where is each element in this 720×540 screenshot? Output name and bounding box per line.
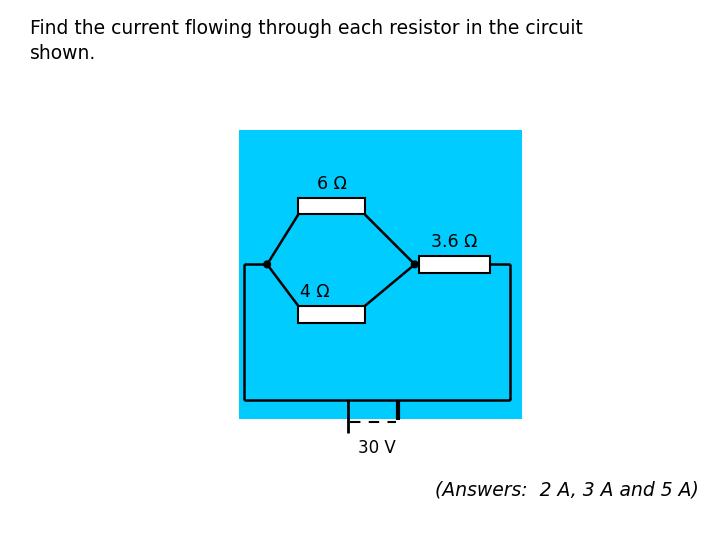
Bar (298, 198, 365, 214)
Text: 3.6 Ω: 3.6 Ω (431, 233, 477, 251)
Text: 6 Ω: 6 Ω (317, 175, 346, 193)
Bar (298, 306, 365, 322)
Bar (239, 130, 522, 419)
Text: Find the current flowing through each resistor in the circuit
shown.: Find the current flowing through each re… (30, 19, 583, 63)
Text: 30 V: 30 V (359, 439, 396, 457)
Circle shape (411, 261, 418, 268)
Bar (419, 256, 490, 273)
Text: 4 Ω: 4 Ω (300, 283, 330, 301)
Circle shape (264, 261, 271, 268)
Text: (Answers:  2 A, 3 A and 5 A): (Answers: 2 A, 3 A and 5 A) (435, 481, 698, 500)
